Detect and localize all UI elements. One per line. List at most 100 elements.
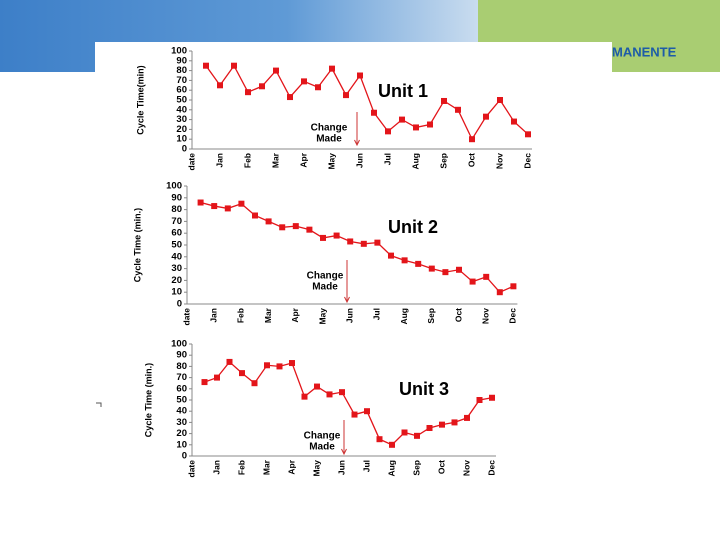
- marker: [385, 128, 391, 135]
- x-tick-label: Aug: [386, 460, 396, 477]
- marker: [439, 421, 445, 428]
- y-tick-label: 10: [171, 287, 182, 298]
- x-tick-label: Jul: [372, 308, 382, 320]
- arrow-head: [354, 139, 360, 147]
- y-tick-label: 80: [171, 204, 182, 215]
- y-tick-label: 10: [176, 134, 187, 145]
- marker: [239, 370, 245, 377]
- marker: [451, 419, 458, 426]
- x-tick-label: May: [326, 153, 336, 170]
- annotation: Made: [316, 134, 342, 145]
- y-tick-label: 60: [171, 228, 182, 239]
- y-tick-label: 0: [177, 299, 182, 310]
- y-tick-label: 40: [176, 406, 187, 417]
- x-tick-label: Aug: [399, 308, 409, 325]
- marker: [401, 257, 408, 264]
- x-tick-label: Nov: [461, 460, 471, 476]
- y-tick-label: 40: [171, 251, 182, 262]
- marker: [455, 106, 461, 113]
- marker: [497, 97, 503, 103]
- marker: [329, 65, 335, 72]
- x-tick-label: date: [186, 153, 196, 171]
- marker: [314, 383, 320, 390]
- x-tick-label: Jun: [336, 460, 346, 475]
- marker: [371, 109, 377, 116]
- x-tick-label: Nov: [494, 153, 504, 169]
- marker: [289, 360, 295, 367]
- y-axis-label: Cycle Time (min.): [132, 208, 142, 282]
- x-tick-label: Aug: [410, 153, 420, 170]
- y-tick-label: 10: [176, 439, 187, 450]
- marker: [301, 393, 308, 400]
- y-tick-label: 0: [182, 451, 187, 462]
- marker: [351, 411, 358, 418]
- y-tick-label: 70: [171, 216, 182, 227]
- y-tick-label: 90: [176, 55, 187, 66]
- marker: [469, 136, 475, 143]
- x-tick-label: Dec: [486, 460, 496, 476]
- marker: [231, 62, 237, 69]
- marker: [238, 200, 245, 207]
- marker: [211, 203, 218, 210]
- x-tick-label: Oct: [436, 460, 446, 474]
- y-tick-label: 70: [176, 372, 187, 383]
- x-tick-label: Jun: [354, 153, 364, 168]
- x-tick-label: Apr: [290, 307, 300, 322]
- marker: [374, 239, 381, 246]
- x-tick-label: May: [311, 460, 321, 477]
- marker: [510, 283, 517, 290]
- marker: [464, 414, 470, 421]
- chart-title: Unit 1: [378, 81, 428, 101]
- y-tick-label: 30: [176, 417, 187, 428]
- y-tick-label: 70: [176, 75, 187, 86]
- annotation: Made: [309, 442, 335, 453]
- marker: [245, 89, 251, 96]
- marker: [469, 278, 476, 285]
- x-tick-label: Feb: [236, 308, 246, 323]
- marker: [251, 380, 258, 387]
- marker: [442, 269, 449, 276]
- y-tick-label: 30: [176, 114, 187, 125]
- y-tick-label: 100: [171, 46, 187, 57]
- y-tick-label: 100: [166, 181, 182, 192]
- y-tick-label: 30: [171, 263, 182, 274]
- marker: [339, 389, 345, 396]
- y-tick-label: 20: [176, 124, 187, 135]
- x-tick-label: Oct: [453, 308, 463, 322]
- marker: [203, 62, 209, 69]
- marker: [360, 240, 367, 247]
- marker: [413, 124, 419, 131]
- y-tick-label: 60: [176, 383, 187, 394]
- x-tick-label: Sep: [438, 153, 448, 169]
- x-tick-label: Jul: [382, 153, 392, 165]
- marker: [389, 441, 395, 448]
- marker: [264, 362, 270, 369]
- marker: [343, 92, 349, 99]
- y-tick-label: 60: [176, 85, 187, 96]
- marker: [376, 436, 383, 443]
- marker: [214, 374, 220, 381]
- y-tick-label: 80: [176, 65, 187, 76]
- x-tick-label: Sep: [411, 460, 421, 476]
- x-tick-label: May: [317, 308, 327, 325]
- marker: [414, 432, 420, 439]
- x-tick-label: Feb: [242, 153, 252, 168]
- x-tick-label: Mar: [270, 152, 280, 168]
- x-tick-label: Dec: [508, 308, 518, 324]
- x-tick-label: Jul: [361, 460, 371, 472]
- marker: [226, 358, 233, 365]
- marker: [252, 212, 258, 219]
- marker: [415, 260, 422, 267]
- x-tick-label: date: [181, 308, 191, 326]
- y-tick-label: 40: [176, 104, 187, 115]
- chart-panel: [95, 42, 612, 540]
- x-tick-label: Jun: [344, 308, 354, 323]
- marker: [301, 78, 307, 85]
- x-tick-label: Mar: [263, 307, 273, 323]
- marker: [287, 94, 293, 101]
- marker: [399, 116, 405, 123]
- marker: [201, 379, 208, 386]
- y-tick-label: 50: [176, 95, 187, 106]
- marker: [276, 363, 283, 370]
